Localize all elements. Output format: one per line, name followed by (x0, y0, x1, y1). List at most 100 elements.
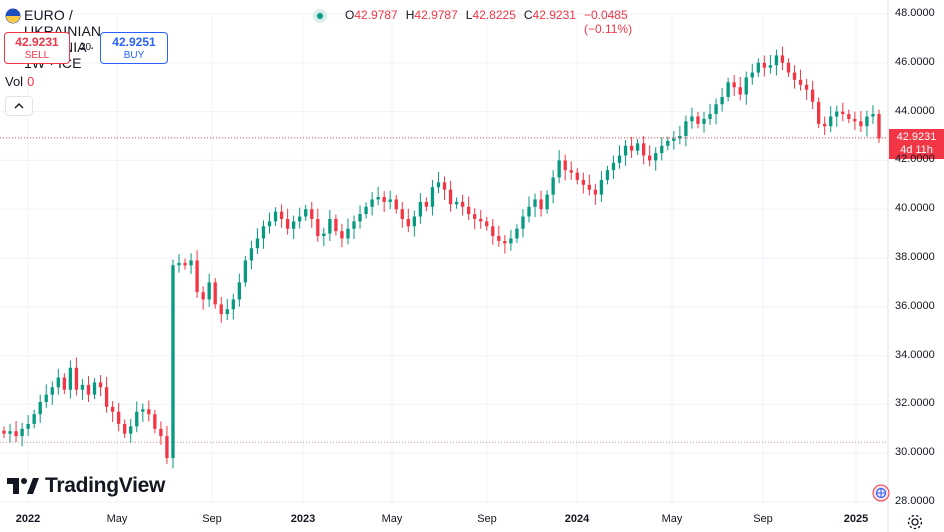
candle-body (605, 170, 610, 180)
candle-body (539, 199, 543, 210)
candle-body (62, 377, 67, 390)
candle-body (442, 182, 447, 190)
candle-body (810, 89, 815, 102)
candle-body (249, 248, 254, 261)
candle-body (44, 394, 48, 402)
candle-body (460, 201, 465, 207)
candle-body (310, 209, 314, 219)
x-tick-label: Sep (202, 513, 222, 525)
candle-body (279, 211, 284, 219)
y-tick-label: 46.0000 (895, 55, 935, 68)
candle-body (159, 428, 163, 437)
candle-body (557, 160, 561, 178)
candle-body (26, 423, 30, 429)
y-tick-label: 28.0000 (895, 495, 935, 507)
x-tick-label: May (381, 513, 403, 525)
candle-body (660, 145, 664, 154)
candle-body (521, 216, 525, 229)
chevron-up-icon (14, 103, 24, 109)
candle-body (255, 238, 260, 249)
candle-body (388, 199, 392, 202)
tradingview-logo[interactable]: TradingView (7, 474, 165, 498)
candle-body (153, 414, 157, 429)
y-tick-label: 42.0000 (895, 153, 935, 166)
x-tick-label: 2024 (564, 513, 590, 525)
candle-body (454, 201, 459, 205)
candle-body (304, 209, 308, 217)
candle-body (201, 292, 205, 300)
globe-icon[interactable] (872, 484, 890, 502)
buy-button[interactable]: 42.9251 BUY (100, 32, 168, 64)
sell-button[interactable]: 42.9231 SELL (4, 32, 70, 64)
candle-body (8, 431, 12, 434)
collapse-legend-button[interactable] (5, 96, 33, 116)
candle-body (370, 199, 374, 207)
candle-body (267, 221, 272, 227)
candle-body (165, 436, 169, 459)
x-tick-label: Sep (477, 513, 497, 525)
candle-body (50, 387, 54, 395)
candle-body (98, 382, 103, 388)
candle-body (473, 214, 477, 219)
y-tick-label: 48.0000 (895, 7, 935, 19)
candle-body (485, 221, 489, 227)
candle-body (491, 226, 495, 237)
ohlc-readout: O42.9787 H42.9787 L42.8225 C42.9231 −0.0… (345, 8, 632, 36)
spread-value: 20 (80, 42, 92, 53)
candle-body (768, 65, 773, 68)
volume-value: 0 (27, 74, 35, 89)
candle-body (816, 101, 821, 124)
y-tick-label: 36.0000 (895, 299, 935, 312)
candle-body (551, 177, 555, 195)
x-tick-label: Sep (753, 513, 773, 525)
candle-body (291, 221, 296, 229)
x-tick-label: 2022 (15, 513, 41, 525)
candle-body (328, 218, 332, 234)
candle-body (593, 189, 598, 195)
last-price-value: 42.9231 (896, 131, 937, 143)
candle-body (141, 409, 145, 412)
candle-body (654, 153, 658, 161)
candle-body (171, 265, 175, 459)
candle-body (86, 384, 91, 395)
candle-body (147, 409, 151, 415)
candle-body (376, 197, 380, 200)
candle-body (219, 304, 223, 315)
buy-price: 42.9251 (112, 35, 156, 49)
candle-body (189, 260, 193, 266)
candle-body (74, 367, 79, 390)
candle-body (702, 118, 706, 124)
candle-body (436, 182, 441, 188)
candle-body (123, 423, 127, 434)
candle-body (116, 411, 121, 424)
x-tick-label: 2025 (843, 513, 869, 525)
candle-body (672, 138, 676, 141)
candle-body (732, 82, 736, 88)
candle-body (738, 87, 742, 95)
candle-body (261, 226, 266, 239)
candle-body (2, 430, 6, 434)
candle-body (853, 118, 857, 122)
candle-body (352, 221, 356, 229)
candle-body (183, 262, 187, 266)
status-dot-icon[interactable] (313, 9, 327, 23)
candle-body (599, 179, 604, 195)
candle-body (774, 55, 779, 66)
candle-body (135, 411, 139, 427)
candle-body (847, 114, 851, 119)
bar-countdown: 4d 11h (900, 144, 933, 156)
candle-body (316, 218, 320, 237)
candle-body (515, 228, 519, 239)
volume-legend: Vol 0 (5, 74, 34, 89)
candle-body (696, 116, 700, 124)
candle-body (762, 62, 767, 68)
candle-body (708, 114, 712, 119)
candle-body (545, 194, 549, 210)
ohlc-open: O42.9787 (345, 8, 398, 22)
ohlc-high: H42.9787 (405, 8, 458, 22)
gear-icon[interactable] (906, 513, 924, 531)
ohlc-change: −0.0485 (−0.11%) (583, 8, 633, 36)
candle-body (841, 111, 845, 115)
candle-body (406, 218, 410, 227)
